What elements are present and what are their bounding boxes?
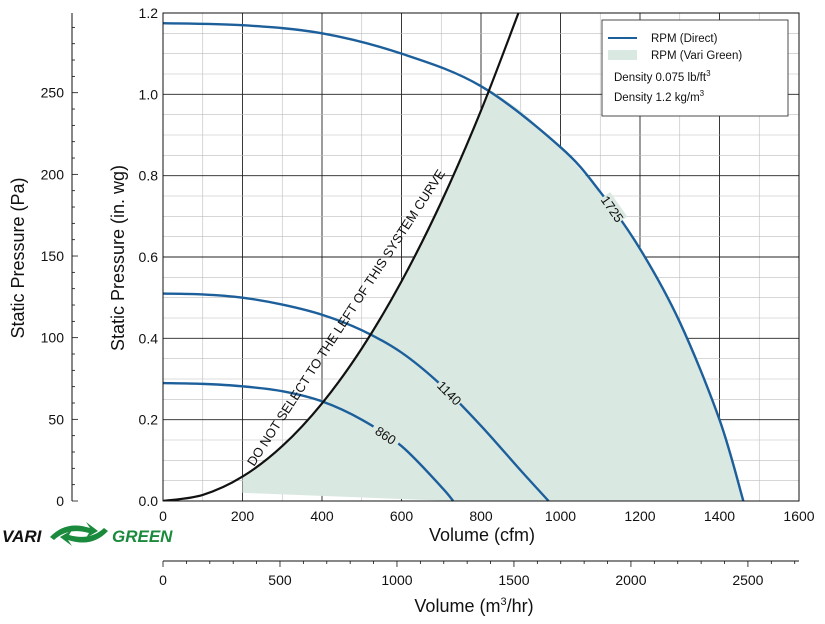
m3hr-tick-label: 2500 bbox=[732, 572, 763, 588]
plot-border bbox=[162, 12, 800, 502]
y-tick-label: 0.0 bbox=[139, 493, 159, 509]
rpm-label-bg bbox=[597, 192, 628, 226]
x-tick-label: 1400 bbox=[704, 508, 735, 524]
x-tick-label: 600 bbox=[390, 508, 414, 524]
rpm-curves bbox=[162, 21, 745, 502]
pa-tick-label: 100 bbox=[41, 330, 65, 346]
x-tick-label: 1000 bbox=[545, 508, 576, 524]
legend: RPM (Direct) RPM (Vari Green) Density 0.… bbox=[601, 19, 789, 117]
pa-tick-label: 0 bbox=[56, 493, 64, 509]
y-axis-title: Static Pressure (in. wg) bbox=[108, 165, 128, 351]
m3hr-tick-label: 1000 bbox=[381, 572, 412, 588]
rpm-curve-1140 bbox=[162, 292, 550, 502]
pa-tick-label: 250 bbox=[41, 85, 65, 101]
logo-text-vari: VARI bbox=[2, 527, 43, 546]
y-tick-label: 0.8 bbox=[139, 168, 159, 184]
x-tick-label: 400 bbox=[310, 508, 334, 524]
system-curve bbox=[163, 13, 520, 501]
vari-green-logo: VARI GREEN bbox=[2, 522, 173, 546]
pa-axis-title: Static Pressure (Pa) bbox=[8, 177, 28, 338]
legend-box bbox=[601, 19, 789, 117]
x-tick-label: 1200 bbox=[624, 508, 655, 524]
x-axis-title: Volume (cfm) bbox=[429, 525, 535, 545]
legend-density-metric: Density 1.2 kg/m3 bbox=[614, 89, 705, 104]
vari-green-region bbox=[242, 90, 744, 502]
y-tick-label: 0.4 bbox=[139, 330, 159, 346]
legend-vari-swatch bbox=[608, 50, 637, 60]
legend-density-imperial: Density 0.075 lb/ft3 bbox=[614, 69, 711, 84]
m3hr-axis-title: Volume (m3/hr) bbox=[414, 596, 533, 616]
rpm-label-bg bbox=[368, 420, 403, 451]
rpm-curve-860 bbox=[162, 381, 455, 502]
pa-ticks: 0 50 100 150 200 250 bbox=[41, 13, 78, 509]
y-ticks: 0.0 0.2 0.4 0.6 0.8 1.0 1.2 bbox=[139, 5, 159, 509]
y-tick-label: 1.0 bbox=[139, 86, 159, 102]
x-ticks: 0 200 400 600 800 1000 1200 1400 1600 bbox=[159, 508, 815, 524]
x-tick-label: 800 bbox=[469, 508, 493, 524]
m3hr-tick-label: 2000 bbox=[615, 572, 646, 588]
m3hr-ticks: 0 500 1000 1500 2000 2500 bbox=[159, 560, 799, 588]
x-tick-label: 200 bbox=[231, 508, 255, 524]
rpm-curve-1725 bbox=[162, 21, 745, 502]
pa-tick-label: 50 bbox=[48, 411, 64, 427]
m3hr-tick-label: 0 bbox=[159, 572, 167, 588]
x-tick-label: 0 bbox=[159, 508, 167, 524]
logo-text-green: GREEN bbox=[112, 527, 173, 546]
recycle-arrows-icon bbox=[50, 522, 108, 546]
x-tick-label: 1600 bbox=[783, 508, 814, 524]
pa-tick-label: 200 bbox=[41, 166, 65, 182]
m3hr-tick-label: 500 bbox=[268, 572, 292, 588]
legend-direct-label: RPM (Direct) bbox=[651, 33, 718, 45]
pa-tick-label: 150 bbox=[41, 248, 65, 264]
y-tick-label: 0.2 bbox=[139, 412, 159, 428]
y-tick-label: 1.2 bbox=[139, 5, 159, 21]
y-tick-label: 0.6 bbox=[139, 249, 159, 265]
rpm-label-bg bbox=[432, 376, 466, 410]
plot-frame bbox=[162, 12, 800, 502]
legend-vari-label: RPM (Vari Green) bbox=[651, 50, 742, 62]
m3hr-tick-label: 1500 bbox=[498, 572, 529, 588]
